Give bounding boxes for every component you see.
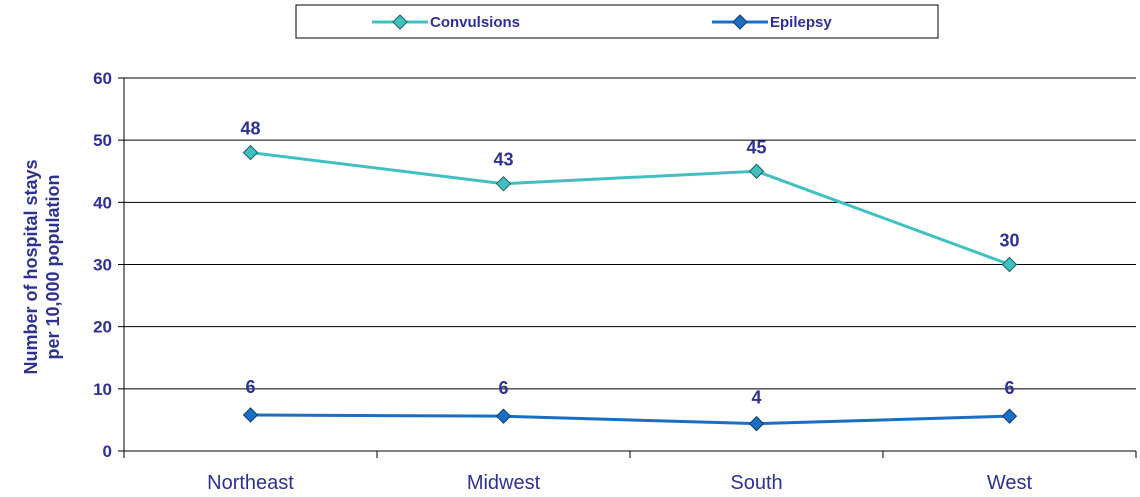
y-axis-title-line-1: Number of hospital stays xyxy=(21,159,41,374)
series-line-epilepsy xyxy=(250,413,1010,426)
y-tick-label: 60 xyxy=(93,69,112,88)
data-labels: 48 43 45 30 6 6 4 6 xyxy=(240,119,1019,408)
data-label: 6 xyxy=(1004,378,1014,398)
y-axis-title-line-2: per 10,000 population xyxy=(43,174,63,359)
data-label: 30 xyxy=(999,231,1019,251)
x-category-labels: Northeast Midwest South West xyxy=(207,472,1032,494)
data-point-marker xyxy=(748,415,765,432)
y-tick-label: 40 xyxy=(93,193,112,212)
data-point-marker xyxy=(1001,256,1018,273)
data-label: 6 xyxy=(498,378,508,398)
y-tick-label: 10 xyxy=(93,380,112,399)
data-label: 4 xyxy=(751,388,761,408)
legend-item-convulsions: Convulsions xyxy=(372,14,520,31)
y-tick-label: 0 xyxy=(103,442,112,461)
y-tick-label: 50 xyxy=(93,131,112,150)
data-label: 48 xyxy=(240,119,260,139)
x-category-label: West xyxy=(987,472,1033,494)
series-markers xyxy=(242,144,1018,432)
data-point-marker xyxy=(495,408,512,424)
x-category-label: South xyxy=(730,472,782,494)
legend: Convulsions Epilepsy xyxy=(295,4,939,39)
legend-item-epilepsy: Epilepsy xyxy=(712,14,832,31)
legend-label-epilepsy: Epilepsy xyxy=(770,14,832,31)
legend-label-convulsions: Convulsions xyxy=(430,14,520,31)
series-line-convulsions xyxy=(250,151,1011,266)
data-point-marker xyxy=(748,163,765,179)
x-category-label: Northeast xyxy=(207,472,294,494)
data-point-marker xyxy=(495,175,512,192)
legend-marker-epilepsy xyxy=(732,14,748,30)
y-tick-label: 20 xyxy=(93,318,112,337)
series-lines xyxy=(250,151,1011,426)
data-point-marker xyxy=(1001,408,1018,424)
data-point-marker xyxy=(242,407,259,423)
legend-marker-convulsions xyxy=(392,14,408,30)
data-label: 6 xyxy=(245,377,255,397)
data-point-marker xyxy=(242,144,259,161)
gridlines xyxy=(124,77,1136,390)
data-label: 45 xyxy=(746,137,766,157)
data-label: 43 xyxy=(493,150,513,170)
y-tick-labels: 0 10 20 30 40 50 60 xyxy=(93,69,112,461)
axes xyxy=(118,77,1137,458)
y-tick-label: 30 xyxy=(93,256,112,275)
x-category-label: Midwest xyxy=(467,472,541,494)
